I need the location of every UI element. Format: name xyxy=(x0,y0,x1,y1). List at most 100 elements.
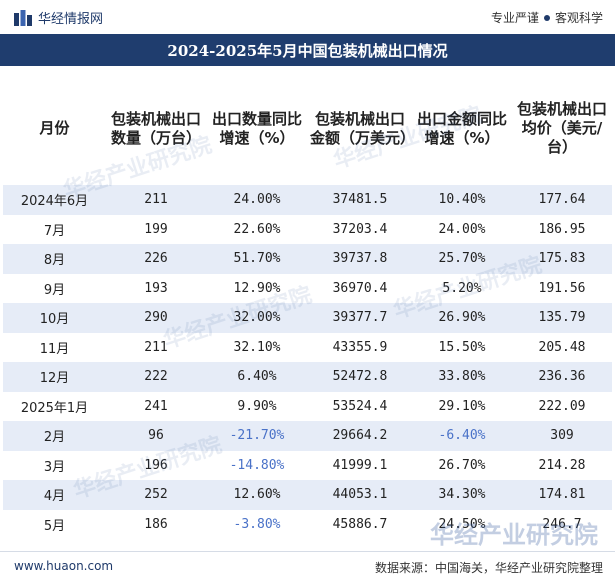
cell-value-growth: 26.70% xyxy=(412,450,512,480)
cell-export-quantity: 96 xyxy=(106,421,206,451)
cell-export-quantity: 211 xyxy=(106,185,206,215)
table-row: 11月 211 32.10% 43355.9 15.50% 205.48 xyxy=(3,332,612,362)
table-body: 2024年6月 211 24.00% 37481.5 10.40% 177.64 7月 199… xyxy=(3,185,612,539)
cell-avg-price: 186.95 xyxy=(512,214,612,244)
table-row: 9月 193 12.90% 36970.4 5.20% 191.56 xyxy=(3,273,612,303)
cell-value-growth: 34.30% xyxy=(412,480,512,510)
table-row: 12月 222 6.40% 52472.8 33.80% 236.36 xyxy=(3,362,612,392)
cell-quantity-growth: -21.70% xyxy=(206,421,308,451)
cell-month: 2024年6月 xyxy=(3,185,106,215)
footer-source: 数据来源：中国海关，华经产业研究院整理 xyxy=(374,561,603,575)
cell-avg-price: 177.64 xyxy=(512,185,612,215)
table-row: 3月 196 -14.80% 41999.1 26.70% 214.28 xyxy=(3,450,612,480)
cell-export-value: 43355.9 xyxy=(308,332,412,362)
cell-quantity-growth: 12.90% xyxy=(206,273,308,303)
column-header-export-quantity: 包装机械出口数量（万台） xyxy=(110,109,201,147)
cell-export-quantity: 186 xyxy=(106,509,206,539)
cell-export-quantity: 290 xyxy=(106,303,206,333)
cell-avg-price: 309 xyxy=(512,421,612,451)
column-header-value-growth: 出口金额同比增速（%） xyxy=(416,109,507,147)
column-header-export-value: 包装机械出口金额（万美元） xyxy=(310,109,416,147)
cell-export-value: 52472.8 xyxy=(308,362,412,392)
huajing-logo-icon xyxy=(14,10,32,26)
cell-value-growth: 5.20% xyxy=(412,273,512,303)
cell-value-growth: -6.40% xyxy=(412,421,512,451)
top-bar: 华经情报网 专业严谨 客观科学 xyxy=(0,0,615,34)
cell-month: 12月 xyxy=(3,362,106,392)
cell-quantity-growth: 22.60% xyxy=(206,214,308,244)
cell-export-quantity: 252 xyxy=(106,480,206,510)
cell-export-quantity: 226 xyxy=(106,244,206,274)
table-row: 5月 186 -3.80% 45886.7 24.50% 246.7 xyxy=(3,509,612,539)
cell-month: 2月 xyxy=(3,421,106,451)
cell-month: 10月 xyxy=(3,303,106,333)
cell-quantity-growth: 6.40% xyxy=(206,362,308,392)
cell-quantity-growth: 32.00% xyxy=(206,303,308,333)
cell-quantity-growth: 24.00% xyxy=(206,185,308,215)
cell-export-value: 45886.7 xyxy=(308,509,412,539)
table-row: 4月 252 12.60% 44053.1 34.30% 174.81 xyxy=(3,480,612,510)
table-row: 2月 96 -21.70% 29664.2 -6.40% 309 xyxy=(3,421,612,451)
table-row: 7月 199 22.60% 37203.4 24.00% 186.95 xyxy=(3,214,612,244)
cell-export-quantity: 199 xyxy=(106,214,206,244)
cell-export-value: 36970.4 xyxy=(308,273,412,303)
slogan: 专业严谨 客观科学 xyxy=(491,9,603,26)
cell-avg-price: 214.28 xyxy=(512,450,612,480)
cell-export-value: 41999.1 xyxy=(308,450,412,480)
cell-avg-price: 236.36 xyxy=(512,362,612,392)
cell-export-quantity: 222 xyxy=(106,362,206,392)
table-row: 8月 226 51.70% 39737.8 25.70% 175.83 xyxy=(3,244,612,274)
cell-quantity-growth: -14.80% xyxy=(206,450,308,480)
cell-avg-price: 222.09 xyxy=(512,391,612,421)
slogan-left: 专业严谨 xyxy=(490,11,539,25)
cell-value-growth: 10.40% xyxy=(412,185,512,215)
cell-month: 11月 xyxy=(3,332,106,362)
footer-url-link[interactable]: www.huaon.com xyxy=(14,559,114,573)
cell-avg-price: 191.56 xyxy=(512,273,612,303)
cell-avg-price: 246.7 xyxy=(512,509,612,539)
cell-quantity-growth: 12.60% xyxy=(206,480,308,510)
cell-avg-price: 175.83 xyxy=(512,244,612,274)
cell-avg-price: 205.48 xyxy=(512,332,612,362)
export-data-table: 月份 包装机械出口数量（万台） 出口数量同比增速（%） 包装机械出口金额（万美元… xyxy=(3,72,612,539)
column-header-month: 月份 xyxy=(39,119,70,137)
cell-export-quantity: 196 xyxy=(106,450,206,480)
cell-month: 3月 xyxy=(3,450,106,480)
cell-export-value: 29664.2 xyxy=(308,421,412,451)
cell-quantity-growth: 32.10% xyxy=(206,332,308,362)
cell-value-growth: 24.50% xyxy=(412,509,512,539)
cell-month: 7月 xyxy=(3,214,106,244)
cell-avg-price: 135.79 xyxy=(512,303,612,333)
cell-value-growth: 33.80% xyxy=(412,362,512,392)
site-name: 华经情报网 xyxy=(38,12,104,27)
cell-export-quantity: 211 xyxy=(106,332,206,362)
table-row: 2025年1月 241 9.90% 53524.4 29.10% 222.09 xyxy=(3,391,612,421)
table-row: 2024年6月 211 24.00% 37481.5 10.40% 177.64 xyxy=(3,185,612,215)
cell-export-quantity: 241 xyxy=(106,391,206,421)
cell-value-growth: 15.50% xyxy=(412,332,512,362)
cell-export-value: 53524.4 xyxy=(308,391,412,421)
cell-month: 5月 xyxy=(3,509,106,539)
cell-export-value: 39377.7 xyxy=(308,303,412,333)
column-header-quantity-growth: 出口数量同比增速（%） xyxy=(211,109,302,147)
table-row: 10月 290 32.00% 39377.7 26.90% 135.79 xyxy=(3,303,612,333)
cell-export-value: 44053.1 xyxy=(308,480,412,510)
slogan-dot-icon xyxy=(543,15,550,21)
cell-quantity-growth: 9.90% xyxy=(206,391,308,421)
table-title: 2024-2025年5月中国包装机械出口情况 xyxy=(0,34,615,66)
footer: www.huaon.com 数据来源：中国海关，华经产业研究院整理 xyxy=(0,551,615,581)
table-header-row: 月份 包装机械出口数量（万台） 出口数量同比增速（%） 包装机械出口金额（万美元… xyxy=(3,72,612,185)
column-header-avg-price: 包装机械出口均价（美元/台） xyxy=(516,100,607,156)
cell-value-growth: 29.10% xyxy=(412,391,512,421)
cell-export-value: 37481.5 xyxy=(308,185,412,215)
cell-export-value: 37203.4 xyxy=(308,214,412,244)
cell-month: 2025年1月 xyxy=(3,391,106,421)
cell-export-value: 39737.8 xyxy=(308,244,412,274)
cell-month: 9月 xyxy=(3,273,106,303)
cell-export-quantity: 193 xyxy=(106,273,206,303)
cell-quantity-growth: -3.80% xyxy=(206,509,308,539)
cell-quantity-growth: 51.70% xyxy=(206,244,308,274)
slogan-right: 客观科学 xyxy=(554,11,603,25)
cell-value-growth: 25.70% xyxy=(412,244,512,274)
cell-value-growth: 24.00% xyxy=(412,214,512,244)
